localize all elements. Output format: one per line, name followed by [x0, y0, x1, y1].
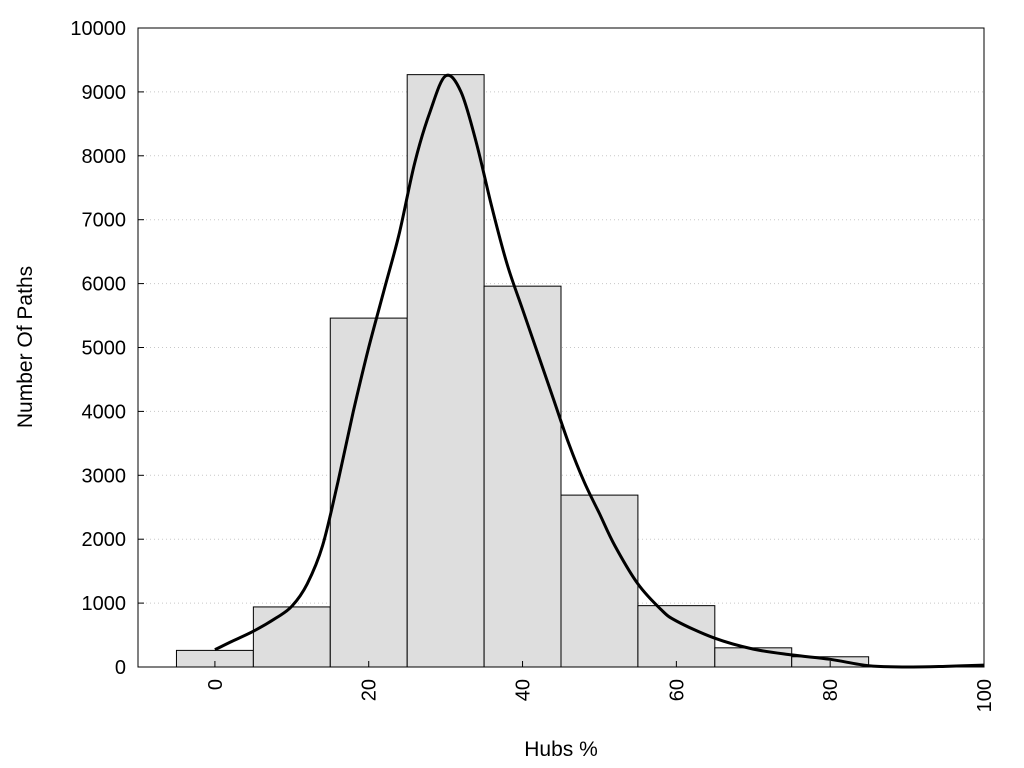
density-curve [214, 73, 985, 669]
x-axis-ticks: 0 20 40 60 80 100 [205, 661, 996, 712]
x-tick-label: 100 [974, 679, 996, 712]
y-tick-label: 3000 [82, 465, 127, 487]
y-tick-label: 7000 [82, 210, 127, 232]
x-tick-label: 60 [666, 679, 688, 701]
y-axis-ticks: 0 1000 2000 3000 4000 5000 6000 7000 8000 9000 100… [70, 18, 144, 679]
histogram-bars [175, 74, 870, 668]
x-tick-label: 40 [513, 679, 535, 701]
x-axis-title: Hubs % [524, 738, 598, 761]
histogram-bar [406, 74, 485, 668]
y-tick-label: 2000 [82, 529, 127, 551]
density-curve-layer [214, 73, 985, 669]
histogram-bar [560, 494, 639, 668]
histogram-bar [483, 285, 562, 668]
y-tick-label: 0 [115, 657, 126, 679]
y-tick-label: 5000 [82, 338, 127, 360]
gridlines [138, 91, 984, 604]
x-tick-label: 20 [359, 679, 381, 701]
histogram-bar [637, 605, 716, 668]
y-tick-label: 1000 [82, 593, 127, 615]
x-tick-label: 80 [820, 679, 842, 701]
y-axis-title: Number Of Paths [14, 266, 37, 428]
y-tick-label: 10000 [70, 18, 126, 40]
y-tick-label: 6000 [82, 274, 127, 296]
y-tick-label: 4000 [82, 401, 127, 423]
histogram-bar [329, 317, 408, 668]
y-tick-label: 9000 [82, 82, 127, 104]
x-tick-label: 0 [205, 679, 227, 690]
histogram-bar [252, 606, 331, 668]
histogram-bar [714, 647, 793, 668]
y-tick-label: 8000 [82, 146, 127, 168]
